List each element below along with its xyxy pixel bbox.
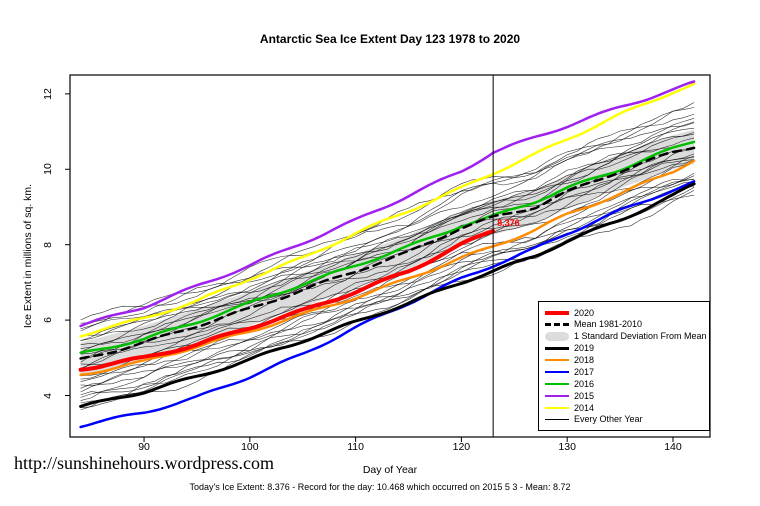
series-2020: [78, 229, 496, 372]
legend-swatch: [545, 322, 569, 326]
legend-swatch: [545, 418, 569, 420]
legend-item: 2016: [545, 378, 703, 389]
series-2018: [79, 159, 696, 377]
legend-label: 2017: [574, 366, 595, 377]
x-tick-label: 110: [347, 441, 364, 453]
x-axis-label: Day of Year: [362, 464, 418, 476]
series-mean-1981-2010: [79, 146, 696, 360]
legend-item: 1 Standard Deviation From Mean: [545, 331, 707, 342]
series-2016: [79, 140, 696, 354]
legend-swatch: [545, 394, 569, 397]
legend-label: Every Other Year: [574, 414, 643, 425]
every-other-year-line: [80, 194, 695, 408]
legend-label: Mean 1981-2010: [574, 319, 643, 330]
legend-swatch: [545, 346, 569, 350]
every-other-year-line: [80, 186, 695, 401]
every-other-year-line: [80, 178, 695, 396]
every-other-year-line: [80, 172, 695, 393]
y-tick-label: 4: [42, 392, 54, 399]
chart-title: Antarctic Sea Ice Extent Day 123 1978 to…: [259, 32, 521, 46]
every-other-year-line: [80, 146, 695, 363]
legend: 2020 Mean 1981-2010 1 Standard Deviation F…: [538, 301, 710, 431]
series-2015: [79, 80, 696, 328]
series-2019: [79, 182, 696, 408]
legend-item: 2014: [545, 402, 703, 413]
x-tick-label: 130: [558, 441, 576, 453]
plot-border: [69, 74, 711, 438]
legend-item: 2015: [545, 390, 703, 401]
every-other-year-line: [80, 179, 695, 386]
y-tick-label: 10: [42, 163, 54, 176]
y-tick-label: 6: [42, 317, 54, 324]
every-other-year-line: [80, 122, 695, 341]
y-axis-label: Ice Extent in millions of sq. km.: [22, 183, 34, 329]
x-tick-label: 140: [664, 441, 682, 453]
x-tick-label: 90: [138, 441, 150, 453]
legend-label: 2018: [574, 355, 595, 365]
legend-label: 2014: [574, 402, 595, 413]
legend-item: 2018: [545, 355, 703, 366]
site-url-text: http://sunshinehours.wordpress.com: [14, 453, 274, 473]
legend-label: 2015: [574, 390, 595, 401]
legend-label: 2020: [574, 307, 595, 318]
every-other-year-line: [80, 121, 695, 341]
legend-swatch: [545, 310, 569, 315]
every-other-year-line: [80, 137, 695, 349]
every-other-year-line: [80, 155, 695, 371]
current-value-annotation: 8.376: [497, 217, 520, 228]
every-other-year-line: [80, 181, 695, 398]
legend-item: 2019: [545, 343, 703, 354]
every-other-year-line: [80, 127, 695, 337]
every-other-year-line: [80, 113, 695, 330]
every-other-year-line: [80, 102, 695, 321]
legend-item: Mean 1981-2010: [545, 319, 703, 330]
legend-swatch: [545, 370, 569, 373]
every-other-year-line: [80, 107, 695, 324]
x-tick-label: 100: [241, 441, 259, 453]
y-tick-label: 8: [42, 241, 54, 248]
legend-label: 2016: [574, 378, 595, 389]
legend-label: 2019: [574, 343, 595, 354]
every-other-year-line: [80, 156, 695, 365]
y-tick-label: 12: [42, 88, 54, 100]
stats-caption: Today's Ice Extent: 8.376 - Record for t…: [189, 482, 571, 492]
every-other-year-line: [80, 190, 695, 411]
x-tick-label: 120: [452, 441, 471, 453]
legend-swatch: [545, 359, 569, 361]
legend-swatch: [545, 406, 569, 409]
legend-label: 1 Standard Deviation From Mean: [574, 331, 707, 342]
legend-swatch: [545, 331, 569, 341]
legend-item: 2017: [545, 366, 703, 377]
legend-item: 2020: [545, 307, 703, 318]
legend-swatch: [545, 382, 569, 385]
legend-item: Every Other Year: [545, 414, 703, 425]
series-2014: [79, 82, 696, 338]
